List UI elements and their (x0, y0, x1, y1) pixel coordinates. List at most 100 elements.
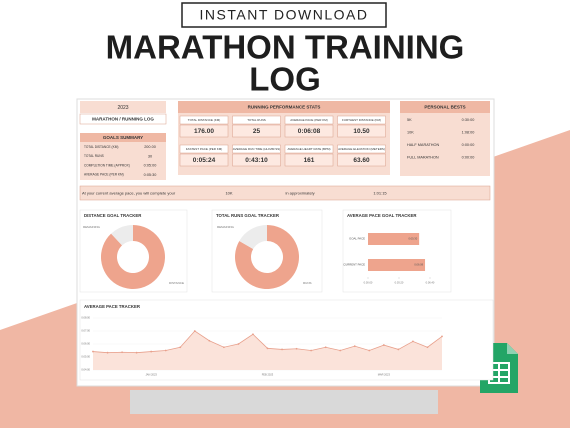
stat-value-box (284, 124, 334, 138)
subtitle-box (79, 113, 167, 125)
pie-slice (239, 225, 267, 249)
prediction-bar (79, 185, 491, 201)
point (295, 347, 298, 350)
area (93, 331, 442, 370)
legend-label: DISTANCE (169, 281, 184, 285)
stat-label: FURTHEST DISTANCE (KM) (342, 118, 381, 122)
best-label: FULL MARATHON (407, 156, 439, 160)
stat-label-box (232, 115, 281, 125)
goals-header (80, 133, 166, 142)
stat-label-box (179, 144, 229, 154)
x-tick-label: JAN 2023 (145, 373, 157, 377)
stat-value-box (232, 124, 281, 138)
y-tick-label: 0:06:00 (81, 342, 90, 346)
stat-label: TOTAL DISTANCE (KM) (188, 118, 220, 122)
prediction-text: 10K (225, 190, 232, 195)
stat-value-box (179, 153, 229, 167)
point (281, 348, 283, 351)
chart-title: AVERAGE PACE GOAL TRACKER (347, 213, 417, 218)
x-tick-label: MAR 2023 (378, 373, 391, 377)
best-value: 0:00:00 (462, 143, 475, 147)
goal-value: 0:05:00 (144, 164, 157, 168)
stat-label-box (232, 144, 281, 154)
pie-slice (235, 225, 300, 290)
icon-cell (490, 364, 498, 369)
icon-cell (500, 371, 508, 376)
data-label: 0:05:30 (408, 237, 417, 241)
point (222, 346, 225, 349)
stat-label: AVERAGE ELEVATION (METERS) (338, 147, 385, 151)
icon-cell (500, 364, 508, 369)
goals-body (80, 142, 166, 180)
chart-card (342, 209, 452, 293)
pie-slice (111, 225, 133, 246)
best-value: 0:30:00 (462, 118, 475, 122)
bests-box (400, 101, 490, 176)
point (252, 333, 254, 336)
stat-value: 10.50 (353, 128, 370, 135)
stat-label-box (284, 144, 334, 154)
stats-title: RUNNING PERFORMANCE STATS (248, 105, 321, 110)
point (208, 339, 211, 342)
point (193, 330, 196, 332)
point (92, 350, 94, 353)
legend-label: REMAINING (217, 225, 235, 229)
point (324, 346, 327, 349)
best-label: HALF MARATHON (407, 143, 439, 147)
goal-value: 200.00 (144, 145, 156, 149)
icon-cell (490, 378, 498, 382)
point (426, 346, 429, 349)
footer-box (130, 390, 438, 414)
legend-label: RUNS (303, 281, 312, 285)
year: 2023 (117, 105, 128, 111)
year-box (80, 101, 166, 113)
stat-label: AVERAGE HEART RATE (BPM) (287, 147, 330, 151)
y-tick-label: CURRENT PACE (343, 263, 365, 267)
best-value: 1:08:00 (462, 131, 475, 135)
prediction-text: in approximately (285, 190, 314, 195)
stat-value-box (232, 153, 281, 167)
chart-title: TOTAL RUNS GOAL TRACKER (216, 213, 280, 218)
point (339, 349, 342, 352)
point (368, 349, 371, 352)
y-tick-label: 0:05:00 (81, 355, 90, 359)
prediction-text: 1:01:15 (373, 190, 387, 195)
bar (368, 259, 426, 271)
stat-label: AVERAGE RUN TIME (HH:MM:SS) (233, 147, 280, 151)
point (266, 347, 269, 350)
stat-value: 161 (304, 157, 315, 164)
title: MARATHON TRAINING (106, 29, 465, 66)
goal-label: TOTAL RUNS (84, 154, 104, 158)
point (164, 349, 167, 352)
y-tick-label: 0:04:00 (81, 368, 90, 372)
goal-value: 30 (148, 154, 152, 158)
badge: INSTANT DOWNLOAD (200, 7, 369, 23)
stat-label-box (179, 115, 229, 125)
stat-label-box (284, 115, 334, 125)
point (135, 351, 138, 354)
stat-label-box (337, 115, 386, 125)
goal-label: AVERAGE PACE (PER KM) (84, 173, 124, 177)
point (106, 351, 109, 354)
goals-title: GOALS SUMMARY (103, 135, 143, 140)
best-label: 5K (407, 118, 412, 122)
goal-label: TOTAL DISTANCE (KM) (84, 145, 118, 149)
stat-label: AVERAGE PACE (PER KM) (290, 118, 327, 122)
stat-value: 0:06:08 (298, 128, 321, 135)
stat-value-box (337, 124, 386, 138)
stat-value-box (284, 153, 334, 167)
x-tick-label: 0:03:20 (395, 281, 404, 285)
y-tick-label: GOAL PACE (349, 237, 365, 241)
y-tick-label: 0:07:00 (81, 329, 90, 333)
pie-slice (100, 225, 165, 289)
point (310, 349, 313, 352)
stats-header (178, 101, 390, 113)
point (441, 335, 443, 338)
x-tick-label: 0:06:40 (426, 281, 435, 285)
x-tick-label: FEB 2023 (262, 373, 274, 377)
point (121, 351, 123, 354)
stat-value-box (179, 124, 229, 138)
stat-value: 25 (253, 128, 261, 135)
x-tick-label: 0:00:00 (364, 281, 373, 285)
